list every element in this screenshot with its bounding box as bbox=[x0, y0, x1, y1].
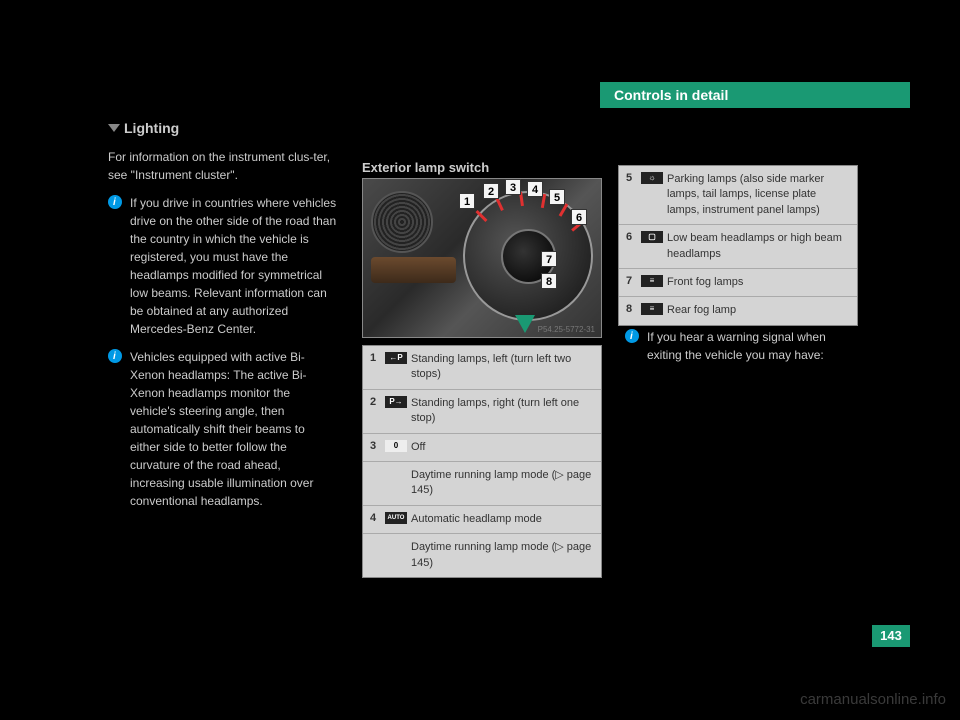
figure-code: P54.25-5772-31 bbox=[538, 325, 595, 334]
info-text-1: If you drive in countries where vehicles… bbox=[130, 194, 338, 338]
callout-1: 1 bbox=[459, 193, 475, 209]
callout-2: 2 bbox=[483, 183, 499, 199]
row-number: 2 bbox=[363, 390, 383, 433]
low-beam-icon: ▢ bbox=[641, 231, 663, 243]
row-text: Automatic headlamp mode bbox=[409, 506, 548, 533]
table-row: 7 ≡ Front fog lamps bbox=[619, 269, 857, 297]
row-number: 7 bbox=[619, 269, 639, 296]
callout-5: 5 bbox=[549, 189, 565, 205]
table-row: 2 P→ Standing lamps, right (turn left on… bbox=[363, 390, 601, 434]
row-number: 4 bbox=[363, 506, 383, 533]
row-icon: 0 bbox=[383, 434, 409, 461]
info-icon bbox=[625, 329, 639, 343]
intro-paragraph: For information on the instrument clus-t… bbox=[108, 148, 338, 184]
table-row: 3 0 Off bbox=[363, 434, 601, 462]
table-row: 5 ☼ Parking lamps (also side marker lamp… bbox=[619, 166, 857, 225]
table-subrow: . Daytime running lamp mode (▷ page 145) bbox=[363, 462, 601, 506]
info-icon bbox=[108, 349, 122, 363]
table-row: 1 ←P Standing lamps, left (turn left two… bbox=[363, 346, 601, 390]
front-fog-icon: ≡ bbox=[641, 275, 663, 287]
info-text-3: If you hear a warning signal when exitin… bbox=[647, 328, 855, 364]
row-number: 1 bbox=[363, 346, 383, 389]
right-column: If you hear a warning signal when exitin… bbox=[625, 320, 855, 374]
info-item-2: Vehicles equipped with active Bi-Xenon h… bbox=[108, 348, 338, 510]
callout-8: 8 bbox=[541, 273, 557, 289]
table-row: 4 AUTO Automatic headlamp mode bbox=[363, 506, 601, 534]
row-icon: ≡ bbox=[639, 269, 665, 296]
row-text: Standing lamps, left (turn left two stop… bbox=[409, 346, 601, 389]
parking-lamp-icon: ☼ bbox=[641, 172, 663, 184]
row-icon: AUTO bbox=[383, 506, 409, 533]
info-text-2: Vehicles equipped with active Bi-Xenon h… bbox=[130, 348, 338, 510]
info-icon bbox=[108, 195, 122, 209]
row-icon: ▢ bbox=[639, 225, 665, 268]
row-text: Standing lamps, right (turn left one sto… bbox=[409, 390, 601, 433]
down-arrow-icon bbox=[515, 315, 535, 333]
callout-3: 3 bbox=[505, 179, 521, 195]
exterior-lamp-switch-figure: 1 2 3 4 5 6 7 8 P54.25-5772-31 bbox=[362, 178, 602, 338]
row-text: Daytime running lamp mode (▷ page 145) bbox=[409, 534, 601, 577]
switch-positions-table-b: 5 ☼ Parking lamps (also side marker lamp… bbox=[618, 165, 858, 326]
standing-lamp-left-icon: ←P bbox=[385, 352, 407, 364]
table-row: 6 ▢ Low beam headlamps or high beam head… bbox=[619, 225, 857, 269]
info-item-1: If you drive in countries where vehicles… bbox=[108, 194, 338, 338]
row-number: 3 bbox=[363, 434, 383, 461]
watermark-text: carmanualsonline.info bbox=[800, 691, 946, 708]
auto-icon: AUTO bbox=[385, 512, 407, 524]
callout-4: 4 bbox=[527, 181, 543, 197]
callout-7: 7 bbox=[541, 251, 557, 267]
wood-trim bbox=[371, 257, 456, 283]
switch-positions-table-a: 1 ←P Standing lamps, left (turn left two… bbox=[362, 345, 602, 578]
section-triangle-icon bbox=[108, 124, 120, 132]
header-title: Controls in detail bbox=[614, 87, 728, 103]
row-number: 6 bbox=[619, 225, 639, 268]
page-number-badge: 143 bbox=[872, 625, 910, 647]
left-column: For information on the instrument clus-t… bbox=[108, 148, 338, 520]
row-text: Daytime running lamp mode (▷ page 145) bbox=[409, 462, 601, 505]
header-bar: Controls in detail bbox=[600, 82, 910, 108]
row-text: Front fog lamps bbox=[665, 269, 749, 296]
row-icon: P→ bbox=[383, 390, 409, 433]
row-number: 5 bbox=[619, 166, 639, 224]
dashboard-vent bbox=[371, 191, 433, 253]
exterior-lamp-heading: Exterior lamp switch bbox=[362, 160, 489, 175]
off-icon: 0 bbox=[385, 440, 407, 452]
rear-fog-icon: ≡ bbox=[641, 303, 663, 315]
info-item-3: If you hear a warning signal when exitin… bbox=[625, 328, 855, 364]
section-title: Lighting bbox=[124, 120, 179, 136]
row-icon: ☼ bbox=[639, 166, 665, 224]
row-text: Off bbox=[409, 434, 431, 461]
row-text: Parking lamps (also side marker lamps, t… bbox=[665, 166, 857, 224]
standing-lamp-right-icon: P→ bbox=[385, 396, 407, 408]
row-icon: ←P bbox=[383, 346, 409, 389]
row-text: Low beam headlamps or high beam headlamp… bbox=[665, 225, 857, 268]
callout-6: 6 bbox=[571, 209, 587, 225]
table-subrow: . Daytime running lamp mode (▷ page 145) bbox=[363, 534, 601, 577]
